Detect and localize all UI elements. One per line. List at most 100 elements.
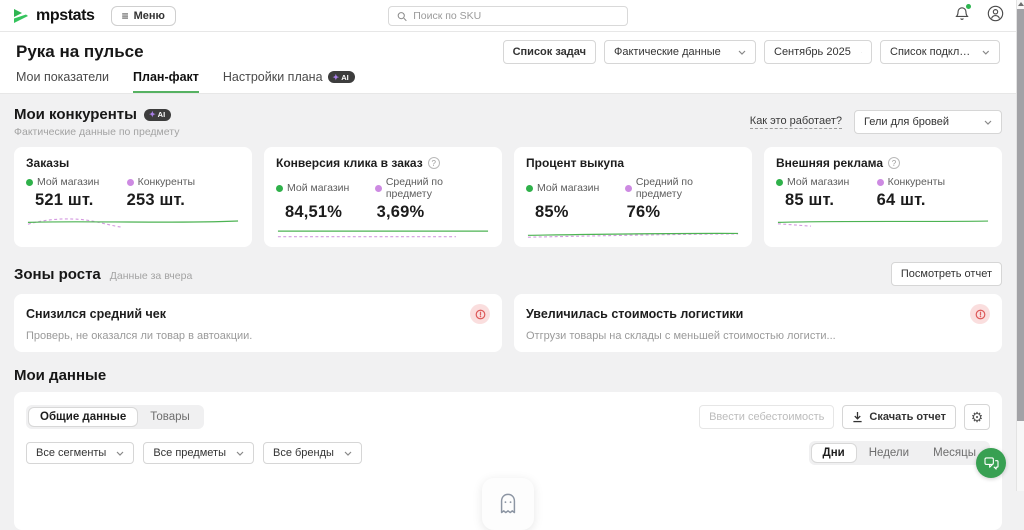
legend-label: Конкуренты — [887, 176, 946, 188]
data-type-select[interactable]: Фактические данные — [604, 40, 756, 64]
period-tab-days[interactable]: Дни — [810, 443, 857, 463]
ai-badge: ✦ AI — [143, 108, 172, 121]
how-it-works-link[interactable]: Как это работает? — [749, 115, 842, 129]
growth-card-logistics[interactable]: Увеличилась стоимость логистики Отгрузи … — [514, 294, 1002, 352]
task-list-button[interactable]: Список задач — [502, 40, 596, 64]
growth-subtitle: Данные за вчера — [109, 269, 193, 282]
competitors-title: Мои конкуренты — [14, 106, 137, 123]
notifications-button[interactable] — [955, 3, 971, 26]
kpi-card-conversion: Конверсия клика в заказ? Мой магазин Сре… — [264, 147, 502, 247]
tab-label: Настройки плана — [222, 70, 323, 84]
enter-cost-button[interactable]: Ввести себестоимость — [699, 405, 835, 429]
purple-dot-icon — [126, 178, 134, 186]
account-button[interactable] — [987, 5, 1004, 27]
page-header: Рука на пульсе Список задач Фактические … — [0, 32, 1016, 94]
tab-plan-fact[interactable]: План-факт — [133, 70, 199, 93]
data-type-select-value: Фактические данные — [614, 46, 721, 58]
kpi-value-category-avg: 76% — [626, 203, 661, 221]
my-data-title: Мои данные — [14, 367, 107, 384]
period-tab-weeks[interactable]: Недели — [868, 447, 910, 459]
menu-button-label: Меню — [133, 9, 165, 22]
download-report-button[interactable]: Скачать отчет — [842, 405, 956, 429]
logo-text: mpstats — [36, 6, 95, 24]
hamburger-icon: ≡ — [121, 8, 129, 23]
connections-select-value: Список подклю... — [890, 46, 973, 58]
purple-dot-icon — [876, 178, 884, 186]
chevron-down-icon — [344, 451, 352, 456]
legend-my-shop: Мой магазин — [26, 176, 127, 188]
legend-label: Конкуренты — [137, 176, 196, 188]
gear-icon: ⚙ — [970, 408, 984, 425]
ai-badge-label: AI — [157, 110, 166, 119]
kpi-title: Заказы — [26, 156, 70, 170]
growth-cards-row: Снизился средний чек Проверь, не оказалс… — [14, 294, 1002, 352]
scrollbar-thumb[interactable] — [1017, 9, 1024, 421]
growth-card-description: Отгрузи товары на склады с меньшей стоим… — [526, 330, 836, 342]
help-icon[interactable]: ? — [888, 157, 901, 169]
alert-icon[interactable] — [970, 304, 990, 324]
category-select-value: Гели для бровей — [864, 116, 949, 128]
view-tab-general[interactable]: Общие данные — [28, 407, 139, 427]
chevron-down-icon — [984, 120, 992, 125]
month-select-value: Сентябрь 2025 — [774, 46, 851, 58]
sparkline-chart — [527, 232, 739, 238]
period-tab-months[interactable]: Месяцы — [933, 447, 976, 459]
kpi-value-my-shop: 521 шт. — [35, 191, 94, 209]
growth-title: Зоны роста — [14, 265, 101, 283]
tab-my-indicators[interactable]: Мои показатели — [16, 70, 109, 93]
growth-card-title: Увеличилась стоимость логистики — [526, 307, 744, 321]
green-dot-icon — [26, 178, 33, 186]
download-icon — [853, 411, 863, 423]
mpstats-logo[interactable]: mpstats — [12, 7, 95, 25]
loading-placeholder — [482, 478, 534, 530]
growth-card-description: Проверь, не оказался ли товар в автоакци… — [26, 330, 253, 342]
segments-filter[interactable]: Все сегменты — [26, 442, 135, 464]
legend-category-avg: Средний по предмету — [374, 176, 490, 200]
legend-category-avg: Средний по предмету — [624, 176, 740, 200]
segments-filter-value: Все сегменты — [36, 447, 107, 459]
tab-plan-settings[interactable]: Настройки плана ✦ AI — [223, 70, 355, 93]
purple-dot-icon — [374, 184, 382, 192]
search-input[interactable] — [413, 10, 619, 22]
competitors-section: Мои конкуренты ✦ AI Фактические данные по… — [14, 106, 1002, 247]
kpi-value-my-shop: 85 шт. — [785, 191, 835, 209]
tab-label: Мои показатели — [16, 70, 110, 84]
scroll-up-arrow-icon[interactable] — [1018, 2, 1024, 6]
help-icon[interactable]: ? — [427, 157, 440, 169]
legend-competitors: Конкуренты — [126, 176, 196, 188]
brands-filter[interactable]: Все бренды — [262, 442, 362, 464]
alert-icon[interactable] — [470, 304, 490, 324]
brands-filter-value: Все бренды — [272, 447, 334, 459]
month-select[interactable]: Сентябрь 2025 — [764, 40, 872, 64]
chat-button[interactable] — [976, 448, 1006, 478]
kpi-title: Внешняя реклама — [776, 156, 884, 170]
legend-label: Мой магазин — [537, 182, 600, 194]
legend-label: Мой магазин — [287, 182, 350, 194]
legend-label: Мой магазин — [787, 176, 850, 188]
kpi-card-orders: Заказы Мой магазин Конкуренты 521 шт. 25… — [14, 147, 252, 247]
growth-section: Зоны роста Данные за вчера Посмотреть от… — [14, 262, 1002, 352]
subjects-filter[interactable]: Все предметы — [143, 442, 254, 464]
ghost-icon — [500, 493, 516, 514]
ai-badge-label: AI — [341, 72, 349, 82]
connections-select[interactable]: Список подклю... — [880, 40, 1000, 64]
page-tabs: Мои показатели План-факт Настройки плана… — [16, 70, 1000, 93]
kpi-title: Конверсия клика в заказ — [276, 156, 423, 170]
my-data-section: Мои данные Общие данные Товары Ввести се… — [14, 367, 1002, 530]
topbar-icons — [955, 3, 1004, 27]
view-switch: Общие данные Товары — [26, 405, 204, 429]
category-select[interactable]: Гели для бровей — [854, 110, 1002, 134]
mpstats-logo-icon — [14, 8, 28, 23]
table-settings-button[interactable]: ⚙ — [964, 404, 990, 430]
sku-search[interactable] — [388, 6, 628, 26]
chevron-down-icon — [116, 451, 124, 456]
sparkline-chart — [27, 218, 239, 228]
vertical-scrollbar[interactable] — [1016, 0, 1024, 491]
menu-button[interactable]: ≡ Меню — [110, 5, 176, 26]
tab-label: План-факт — [133, 70, 199, 84]
competitors-subtitle: Фактические данные по предмету — [14, 126, 180, 138]
view-report-button[interactable]: Посмотреть отчет — [890, 262, 1002, 286]
view-tab-products[interactable]: Товары — [150, 411, 190, 423]
growth-card-avg-check[interactable]: Снизился средний чек Проверь, не оказалс… — [14, 294, 502, 352]
